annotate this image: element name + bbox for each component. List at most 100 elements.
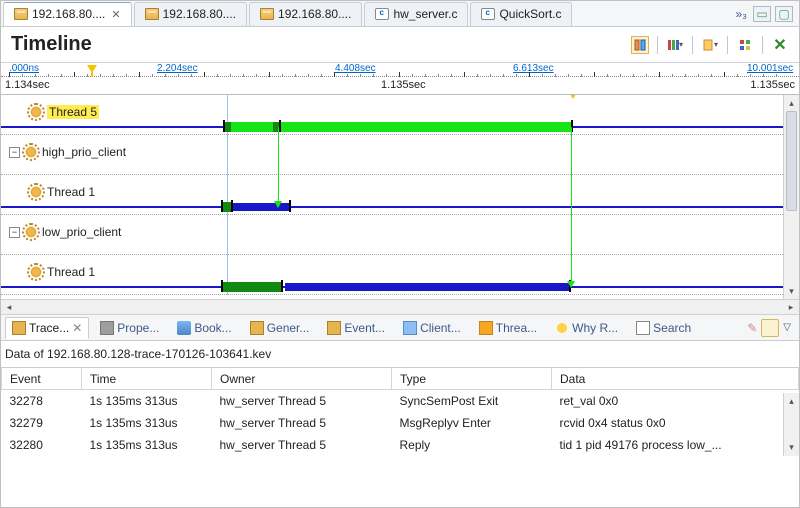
col-header[interactable]: Type bbox=[392, 368, 552, 390]
expander-icon[interactable]: − bbox=[9, 227, 20, 238]
view-tab-label: Search bbox=[653, 321, 691, 335]
editor-tab[interactable]: hw_server.c bbox=[364, 2, 468, 26]
view-tab-icon bbox=[479, 321, 493, 335]
trace-icon bbox=[14, 8, 28, 20]
ruler-tick-label: 10.001sec bbox=[747, 63, 793, 74]
view-tab[interactable]: Book... bbox=[170, 317, 238, 339]
col-header[interactable]: Data bbox=[552, 368, 799, 390]
row-label: low_prio_client bbox=[42, 225, 121, 239]
ruler-label-center: 1.135sec bbox=[381, 79, 426, 91]
view-tab-label: Gener... bbox=[267, 321, 310, 335]
view-tab[interactable]: Client... bbox=[396, 317, 468, 339]
tool-filter-icon[interactable] bbox=[631, 36, 649, 54]
view-menu-icon[interactable]: ▽ bbox=[783, 322, 791, 333]
editor-tabbar: 192.168.80....✕192.168.80....192.168.80.… bbox=[1, 1, 799, 27]
view-tab-label: Event... bbox=[344, 321, 385, 335]
close-icon[interactable]: ✕ bbox=[111, 8, 120, 21]
timeline-hscrollbar[interactable]: ◂▸ bbox=[1, 299, 799, 315]
tool-columns-icon[interactable]: ▾ bbox=[666, 36, 684, 54]
gear-icon bbox=[24, 225, 38, 239]
data-title: Data of 192.168.80.128-trace-170126-1036… bbox=[1, 341, 799, 367]
editor-tab[interactable]: 192.168.80.... bbox=[249, 2, 362, 26]
view-tab-label: Why R... bbox=[572, 321, 618, 335]
view-tab[interactable]: Search bbox=[629, 317, 698, 339]
tool-close-icon[interactable]: ✕ bbox=[771, 36, 789, 54]
cell: 32279 bbox=[2, 412, 82, 434]
ruler-tick-label: 2.204sec bbox=[157, 63, 198, 74]
c-icon bbox=[481, 8, 495, 20]
row-label: Thread 1 bbox=[47, 265, 95, 279]
timeline-segment[interactable] bbox=[223, 202, 231, 212]
maximize-button[interactable]: ▢ bbox=[775, 6, 793, 22]
timeline-segment[interactable] bbox=[231, 122, 571, 132]
col-header[interactable]: Owner bbox=[212, 368, 392, 390]
tool-bookmark-icon[interactable]: ▾ bbox=[701, 36, 719, 54]
view-tab-icon bbox=[555, 321, 569, 335]
timeline-vscrollbar[interactable]: ▴▾ bbox=[783, 95, 799, 299]
view-tab[interactable]: Prope... bbox=[93, 317, 166, 339]
timeline-segment[interactable] bbox=[225, 122, 231, 132]
view-tab[interactable]: Trace... ✕ bbox=[5, 317, 89, 339]
table-row[interactable]: 322801s 135ms 313ushw_server Thread 5Rep… bbox=[2, 434, 799, 456]
timeline-ruler[interactable]: .000ns2.204sec4.408sec6.613sec10.001sec … bbox=[1, 63, 799, 95]
data-table[interactable]: EventTimeOwnerTypeData 322781s 135ms 313… bbox=[1, 367, 799, 456]
edit-icon[interactable]: ✎ bbox=[747, 321, 757, 335]
timeline-body[interactable]: Thread 5 − high_prio_client Thread 1 − low_pr… bbox=[1, 95, 799, 299]
timeline-segment[interactable] bbox=[223, 282, 281, 292]
view-tab-label: Book... bbox=[194, 321, 231, 335]
gear-icon bbox=[29, 105, 43, 119]
gear-icon bbox=[29, 185, 43, 199]
more-tabs-indicator[interactable]: »₃ bbox=[729, 7, 753, 21]
cell: hw_server Thread 5 bbox=[212, 434, 392, 456]
cell: MsgReplyv Enter bbox=[392, 412, 552, 434]
close-icon[interactable]: ✕ bbox=[72, 321, 82, 335]
ruler-label-right: 1.135sec bbox=[750, 79, 795, 91]
timeline-row[interactable]: Thread 1 bbox=[1, 255, 783, 295]
view-tab-label: Prope... bbox=[117, 321, 159, 335]
row-label: Thread 1 bbox=[47, 185, 95, 199]
col-header[interactable]: Time bbox=[82, 368, 212, 390]
editor-tab[interactable]: 192.168.80.... ✕ bbox=[3, 2, 132, 26]
view-tab[interactable]: Threa... bbox=[472, 317, 544, 339]
timeline-segment[interactable] bbox=[285, 283, 569, 291]
tab-label: QuickSort.c bbox=[499, 7, 561, 21]
view-tab[interactable]: Gener... bbox=[243, 317, 317, 339]
cell: 32280 bbox=[2, 434, 82, 456]
editor-tab[interactable]: QuickSort.c bbox=[470, 2, 572, 26]
trace-icon bbox=[145, 8, 159, 20]
cell: ret_val 0x0 bbox=[552, 390, 799, 412]
view-tabbar: Trace... ✕ Prope... Book... Gener... Event..… bbox=[1, 315, 799, 341]
timeline-row[interactable]: Thread 5 bbox=[1, 95, 783, 135]
table-row[interactable]: 322791s 135ms 313ushw_server Thread 5Msg… bbox=[2, 412, 799, 434]
table-vscrollbar[interactable]: ▴▾ bbox=[783, 393, 799, 456]
grid-icon[interactable] bbox=[761, 319, 779, 337]
tab-label: 192.168.80.... bbox=[163, 7, 236, 21]
row-label: high_prio_client bbox=[42, 145, 126, 159]
cell: 1s 135ms 313us bbox=[82, 434, 212, 456]
minimize-button[interactable]: ▭ bbox=[753, 6, 771, 22]
view-tab-icon bbox=[636, 321, 650, 335]
table-row[interactable]: 322781s 135ms 313ushw_server Thread 5Syn… bbox=[2, 390, 799, 412]
view-tab[interactable]: Event... bbox=[320, 317, 392, 339]
marker-icon[interactable] bbox=[568, 95, 578, 99]
view-tab[interactable]: Why R... bbox=[548, 317, 625, 339]
view-tab-icon bbox=[250, 321, 264, 335]
tab-label: 192.168.80.... bbox=[278, 7, 351, 21]
col-header[interactable]: Event bbox=[2, 368, 82, 390]
gear-icon bbox=[29, 265, 43, 279]
cell: hw_server Thread 5 bbox=[212, 412, 392, 434]
view-tab-label: Client... bbox=[420, 321, 461, 335]
ruler-tick-label: 4.408sec bbox=[335, 63, 376, 74]
tab-label: hw_server.c bbox=[393, 7, 457, 21]
tab-label: 192.168.80.... bbox=[32, 7, 105, 21]
view-tab-icon bbox=[403, 321, 417, 335]
editor-tab[interactable]: 192.168.80.... bbox=[134, 2, 247, 26]
tool-options-icon[interactable] bbox=[736, 36, 754, 54]
timeline-row[interactable]: − high_prio_client bbox=[1, 135, 783, 175]
timeline-toolbar: ▾ ▾ ✕ bbox=[631, 36, 789, 54]
cell: 1s 135ms 313us bbox=[82, 412, 212, 434]
timeline-row[interactable]: Thread 1 bbox=[1, 175, 783, 215]
timeline-row[interactable]: − low_prio_client bbox=[1, 215, 783, 255]
expander-icon[interactable]: − bbox=[9, 147, 20, 158]
ruler-marker-icon[interactable] bbox=[87, 65, 97, 73]
